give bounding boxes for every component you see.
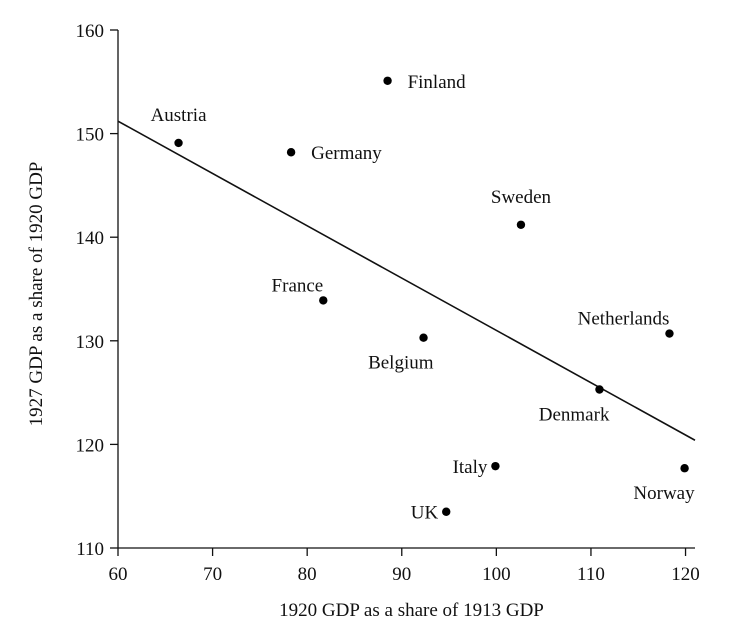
point-label-uk: UK [411, 503, 439, 524]
y-ticks: 110 120 130 140 150 160 [76, 21, 118, 560]
point-netherlands [665, 329, 674, 338]
point-france [319, 296, 328, 305]
x-tick-label-100: 100 [482, 564, 511, 585]
point-label-germany: Germany [311, 143, 382, 164]
x-ticks: 60 70 80 90 100 110 120 [109, 548, 700, 585]
y-axis-label: 1927 GDP as a share of 1920 GDP [26, 162, 47, 427]
point-austria [174, 138, 183, 148]
x-tick-label-60: 60 [109, 564, 128, 585]
point-italy [491, 461, 500, 471]
point-label-denmark: Denmark [539, 404, 610, 425]
trendline [117, 120, 696, 441]
point-label-norway: Norway [633, 483, 695, 504]
point-uk [442, 507, 451, 516]
point-sweden [516, 220, 526, 229]
data-points [174, 76, 689, 516]
point-label-finland: Finland [408, 72, 467, 93]
point-belgium [419, 333, 428, 342]
point-label-netherlands: Netherlands [578, 309, 670, 330]
point-denmark [595, 385, 604, 394]
y-tick-label-130: 130 [76, 332, 105, 353]
point-label-italy: Italy [453, 457, 488, 478]
x-tick-label-90: 90 [392, 564, 411, 585]
point-label-sweden: Sweden [491, 187, 552, 208]
x-tick-label-70: 70 [203, 564, 222, 585]
point-norway [680, 464, 689, 473]
point-label-belgium: Belgium [368, 353, 434, 374]
y-tick-label-120: 120 [76, 435, 105, 456]
point-germany [286, 148, 296, 157]
point-finland [383, 76, 392, 85]
point-label-france: France [272, 275, 324, 296]
y-tick-label-110: 110 [76, 539, 104, 560]
trendline-group [117, 120, 696, 441]
y-tick-label-140: 140 [76, 228, 105, 249]
point-labels: Austria Finland Germany Sweden France Belgium… [151, 72, 696, 524]
x-tick-label-80: 80 [298, 564, 317, 585]
point-label-austria: Austria [151, 105, 208, 126]
axes [117, 30, 695, 549]
x-tick-label-110: 110 [577, 564, 605, 585]
x-axis-label: 1920 GDP as a share of 1913 GDP [279, 600, 544, 621]
y-tick-label-150: 150 [76, 125, 105, 146]
x-tick-label-120: 120 [671, 564, 700, 585]
y-tick-label-160: 160 [76, 21, 105, 42]
